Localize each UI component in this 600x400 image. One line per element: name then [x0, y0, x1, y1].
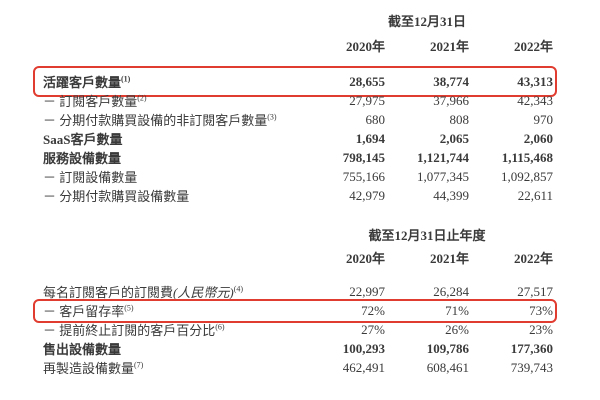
row-label-text: － 客戶留存率	[43, 304, 125, 319]
footnote-marker: (6)	[215, 322, 225, 332]
row-label-text: 活躍客戶數量	[43, 75, 122, 90]
year-header-2021: 2021年	[429, 251, 469, 266]
metrics-table-as-of-dec31: 截至12月31日 2020年 2021年 2022年 活躍客戶數量(1) 28,…	[33, 14, 557, 205]
row-label: － 訂閱客戶數量(2)	[43, 91, 301, 110]
row-value-2021: 2,065	[439, 130, 469, 146]
row-value-2022: 42,343	[517, 92, 553, 108]
row-label-text: － 分期付款購買設備數量	[43, 189, 190, 204]
row-value-2020: 27,975	[349, 92, 385, 108]
row-value-2020: 100,293	[342, 340, 385, 356]
row-label: － 提前終止訂閱的客戶百分比(6)	[43, 320, 301, 339]
row-value-2021: 1,077,345	[417, 168, 469, 184]
row-value-2022: 23%	[529, 321, 553, 337]
table-row: 服務設備數量 798,145 1,121,744 1,115,468	[43, 148, 553, 167]
footnote-marker: (2)	[137, 93, 147, 103]
table-row: 再製造設備數量(7) 462,491 608,461 739,743	[43, 358, 553, 377]
row-label: SaaS客戶數量	[43, 129, 301, 148]
row-label-text: 服務設備數量	[43, 151, 122, 166]
row-value-2022: 27,517	[517, 283, 553, 299]
row-label: － 分期付款購買設備的非訂閱客戶數量(3)	[43, 110, 301, 129]
table2-years-row: 2020年 2021年 2022年	[43, 248, 553, 266]
row-label: 服務設備數量	[43, 148, 301, 167]
row-value-2020: 72%	[361, 302, 385, 318]
row-value-2020: 27%	[361, 321, 385, 337]
row-label: 活躍客戶數量(1)	[43, 72, 301, 91]
footnote-marker: (1)	[121, 74, 131, 84]
row-value-2022: 970	[533, 111, 554, 127]
row-label-text: － 訂閱客戶數量	[43, 94, 138, 109]
year-header-2020: 2020年	[345, 39, 385, 54]
row-label-text: 售出設備數量	[43, 342, 122, 357]
table-row: SaaS客戶數量 1,694 2,065 2,060	[43, 129, 553, 148]
row-label: 再製造設備數量(7)	[43, 358, 301, 377]
row-value-2022: 1,115,468	[501, 149, 553, 165]
table-row: － 訂閱客戶數量(2) 27,975 37,966 42,343	[43, 91, 553, 110]
row-label: 售出設備數量	[43, 339, 301, 358]
row-value-2021: 26%	[445, 321, 469, 337]
table-row: － 分期付款購買設備數量 42,979 44,399 22,611	[43, 186, 553, 205]
table2-period-header: 截至12月31日止年度	[368, 228, 486, 243]
row-value-2022: 22,611	[517, 187, 553, 203]
footnote-marker: (5)	[124, 303, 134, 313]
row-value-2020: 462,491	[342, 359, 385, 375]
table2-body: 每名訂閱客戶的訂閱費(人民幣元)(4) 22,997 26,284 27,517…	[33, 282, 557, 377]
year-header-2022: 2022年	[513, 39, 553, 54]
row-value-2020: 798,145	[342, 149, 385, 165]
metrics-table-year-ended-dec31: 截至12月31日止年度 2020年 2021年 2022年 每名訂閱客戶的訂閱費…	[33, 228, 557, 377]
year-header-2021: 2021年	[429, 39, 469, 54]
row-value-2020: 28,655	[349, 73, 385, 89]
row-value-2022: 43,313	[517, 73, 553, 89]
row-value-2022: 2,060	[523, 130, 553, 146]
footnote-marker: (3)	[267, 112, 277, 122]
table1-header-row: 截至12月31日	[43, 14, 553, 30]
row-value-2021: 38,774	[433, 73, 469, 89]
row-value-2021: 608,461	[426, 359, 469, 375]
row-value-2020: 755,166	[342, 168, 385, 184]
row-value-2022: 1,092,857	[501, 168, 553, 184]
row-label: 每名訂閱客戶的訂閱費(人民幣元)(4)	[43, 282, 301, 301]
row-value-2021: 44,399	[433, 187, 469, 203]
year-header-2022: 2022年	[513, 251, 553, 266]
row-value-2021: 1,121,744	[417, 149, 469, 165]
row-label-text: SaaS客戶數量	[43, 132, 123, 147]
table-row: 每名訂閱客戶的訂閱費(人民幣元)(4) 22,997 26,284 27,517	[43, 282, 553, 301]
table1-years-row: 2020年 2021年 2022年	[43, 36, 553, 54]
row-value-2020: 22,997	[349, 283, 385, 299]
row-label: － 訂閱設備數量	[43, 167, 301, 186]
row-label-text: － 提前終止訂閱的客戶百分比	[43, 323, 216, 338]
table1-period-header: 截至12月31日	[387, 14, 466, 29]
table-row: － 訂閱設備數量 755,166 1,077,345 1,092,857	[43, 167, 553, 186]
table-row: － 客戶留存率(5) 72% 71% 73%	[33, 298, 557, 323]
row-label-text: 再製造設備數量	[43, 361, 135, 376]
footnote-marker: (4)	[233, 284, 244, 294]
row-value-2022: 739,743	[510, 359, 553, 375]
row-value-2021: 109,786	[426, 340, 469, 356]
row-value-2020: 1,694	[355, 130, 385, 146]
footnote-marker: (7)	[134, 360, 144, 370]
row-value-2020: 680	[365, 111, 386, 127]
row-label-italic: (人民幣元)	[173, 285, 234, 300]
row-value-2020: 42,979	[349, 187, 385, 203]
table-row: 活躍客戶數量(1) 28,655 38,774 43,313	[33, 66, 557, 97]
row-value-2021: 71%	[445, 302, 469, 318]
table1-body: 活躍客戶數量(1) 28,655 38,774 43,313 － 訂閱客戶數量(…	[33, 66, 557, 205]
row-value-2021: 808	[449, 111, 470, 127]
row-label-text: 每名訂閱客戶的訂閱費	[43, 285, 174, 300]
row-label: － 客戶留存率(5)	[43, 301, 301, 320]
row-value-2022: 73%	[529, 302, 553, 318]
table-row: － 提前終止訂閱的客戶百分比(6) 27% 26% 23%	[43, 320, 553, 339]
row-value-2021: 26,284	[433, 283, 469, 299]
table-row: 售出設備數量 100,293 109,786 177,360	[43, 339, 553, 358]
table-row: － 分期付款購買設備的非訂閱客戶數量(3) 680 808 970	[43, 110, 553, 129]
row-value-2022: 177,360	[510, 340, 553, 356]
row-label-text: － 訂閱設備數量	[43, 170, 138, 185]
row-label: － 分期付款購買設備數量	[43, 186, 301, 205]
row-value-2021: 37,966	[433, 92, 469, 108]
row-label-text: － 分期付款購買設備的非訂閱客戶數量	[43, 113, 268, 128]
year-header-2020: 2020年	[345, 251, 385, 266]
table2-header-row: 截至12月31日止年度	[43, 228, 553, 244]
